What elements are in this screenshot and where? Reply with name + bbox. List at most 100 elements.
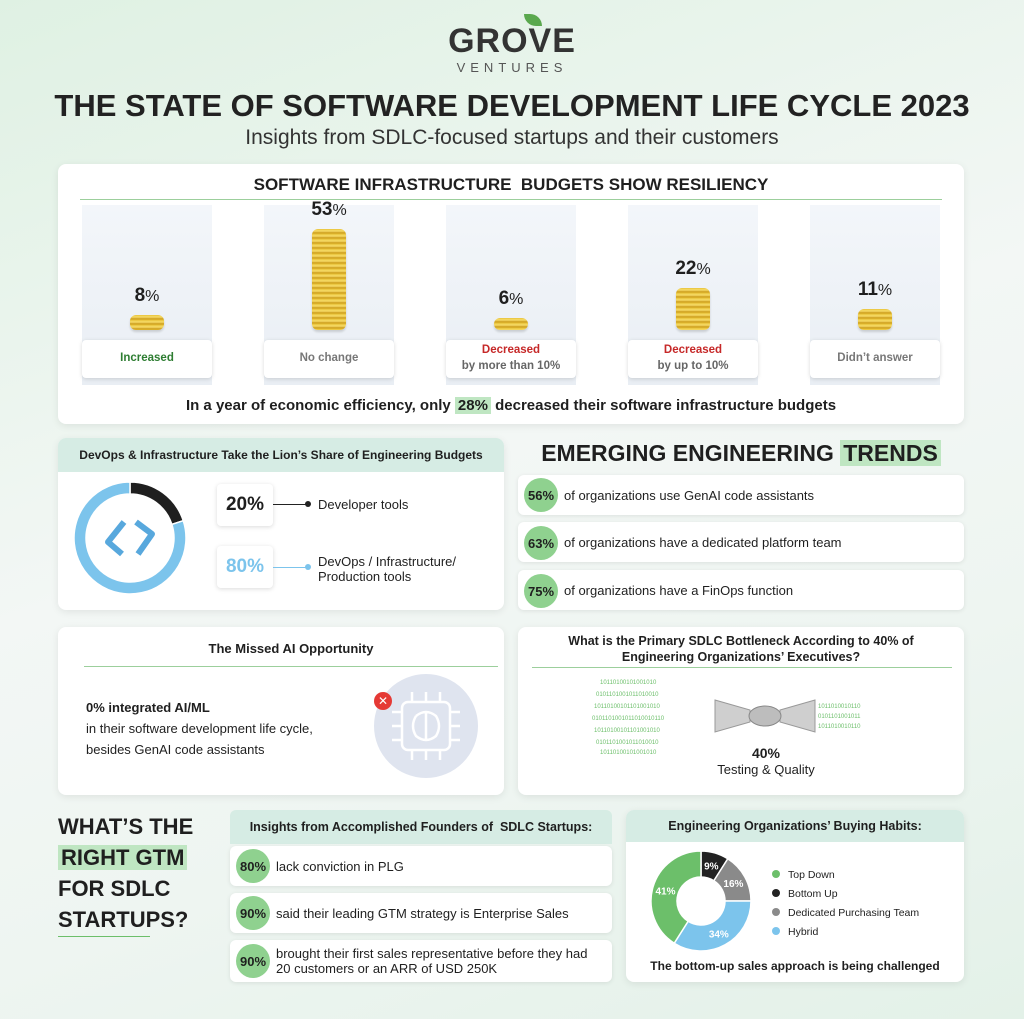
insight-pct: 80% (236, 849, 270, 883)
devops-label-2a: DevOps / Infrastructure/ (318, 554, 456, 569)
slice-value-label: 41% (655, 887, 675, 898)
legend-item-bottom-up: Bottom Up (772, 885, 919, 904)
missed-ai-heading: The Missed AI Opportunity (208, 641, 374, 656)
devops-connector-2 (273, 567, 309, 568)
insight-row: said their leading GTM strategy is Enter… (230, 893, 612, 933)
bottleneck-pct: 40% (751, 745, 781, 761)
trend-row: of organizations have a dedicated platfo… (518, 522, 964, 562)
conclusion-highlight: 28% (454, 397, 491, 414)
gtm-title: WHAT’S THE RIGHT GTM FOR SDLC STARTUPS? (58, 811, 193, 935)
devops-heading: DevOps & Infrastructure Take the Lion’s … (58, 438, 504, 472)
gtm-line-3: FOR SDLC (58, 876, 171, 901)
donut-slice (73, 481, 187, 595)
devops-value-2-box: 80% (217, 546, 273, 588)
coin-stack (312, 229, 346, 330)
legend-swatch (772, 908, 780, 916)
missed-ai-line3: besides GenAI code assistants (86, 742, 265, 757)
gtm-line-2: RIGHT GTM (58, 842, 193, 873)
svg-text:0101101001011010010110: 0101101001011010010110 (592, 716, 665, 722)
trends-heading-hl: TRENDS (840, 440, 941, 466)
devops-label-1: Developer tools (318, 497, 409, 512)
coin-stack (494, 318, 528, 330)
insight-text-2: 20 customers or an ARR of USD 250K (276, 961, 498, 976)
svg-text:1011010010110: 1011010010110 (818, 704, 861, 710)
legend-swatch (772, 927, 780, 935)
category-label: Decreased by up to 10% (628, 340, 758, 378)
category-label: Increased (82, 340, 212, 378)
category-label: No change (264, 340, 394, 378)
svg-text:10110100101001010: 10110100101001010 (600, 750, 657, 754)
slice-value-label: 16% (723, 879, 743, 890)
buying-heading: Engineering Organizations’ Buying Habits… (626, 810, 964, 842)
svg-text:0101101001011: 0101101001011 (818, 714, 861, 720)
trend-text: of organizations have a FinOps function (564, 582, 794, 598)
devops-dot-2 (305, 564, 311, 570)
trend-pct: 63% (524, 526, 558, 560)
page-subtitle: Insights from SDLC-focused startups and … (245, 126, 779, 149)
bar-value-label: 53% (311, 199, 347, 221)
trend-pct: 56% (524, 478, 558, 512)
insights-heading: Insights from Accomplished Founders of S… (230, 810, 612, 844)
trend-pct: 75% (524, 574, 558, 608)
gtm-line-1: WHAT’S THE (58, 814, 194, 839)
bar-value-label: 22% (675, 258, 711, 280)
trends-heading: EMERGING ENGINEERING TRENDS (518, 440, 964, 467)
slice-value-label: 9% (704, 861, 719, 872)
trend-text: of organizations use GenAI code assistan… (564, 487, 815, 503)
svg-text:10110100101101001010: 10110100101101001010 (594, 728, 661, 734)
buying-legend: Top Down Bottom Up Dedicated Purchasing … (772, 866, 919, 942)
bottleneck-icon: 10110100101001010 0101101001011010010 10… (592, 680, 861, 754)
buying-donut: 9% 16% 34% 41% (650, 850, 752, 952)
bottleneck-rule (532, 667, 952, 668)
legend-swatch (772, 889, 780, 897)
page-title: THE STATE OF SOFTWARE DEVELOPMENT LIFE C… (54, 88, 970, 123)
category-label: Didn’t answer (810, 340, 940, 378)
devops-value-1: 20% (225, 494, 265, 515)
bottleneck-heading-2: Engineering Organizations’ Executives? (621, 650, 861, 664)
leaf-icon (524, 14, 542, 26)
svg-text:0101101001011010010: 0101101001011010010 (596, 692, 659, 698)
category-label: Decreased by more than 10% (446, 340, 576, 378)
conclusion-post: decreased their software infrastructure … (490, 397, 837, 414)
ai-brain-icon (374, 674, 478, 778)
bottleneck-heading: What is the Primary SDLC Bottleneck Acco… (518, 633, 964, 665)
trend-row: of organizations have a FinOps function (518, 570, 964, 610)
bar-value-label: 8% (134, 284, 160, 306)
devops-label-2: DevOps / Infrastructure/ Production tool… (318, 554, 456, 584)
legend-item-hybrid: Hybrid (772, 923, 919, 942)
devops-dot-1 (305, 501, 311, 507)
close-badge-icon: ✕ (374, 692, 392, 710)
conclusion-pre: In a year of economic efficiency, only (185, 397, 455, 414)
insight-pct: 90% (236, 896, 270, 930)
trends-heading-pre: EMERGING ENGINEERING (541, 440, 841, 466)
devops-label-2b: Production tools (318, 569, 412, 584)
coin-stack (130, 314, 164, 330)
devops-value-1-box: 20% (217, 484, 273, 526)
bottleneck-label: Testing & Quality (717, 762, 815, 777)
missed-ai-line2: in their software development life cycle… (86, 721, 313, 736)
budget-heading-rule (80, 199, 942, 200)
bar-value-label: 6% (498, 288, 524, 309)
trend-text: of organizations have a dedicated platfo… (564, 534, 842, 550)
brand-name: GROVE (448, 22, 576, 60)
insight-text: said their leading GTM strategy is Enter… (276, 905, 569, 921)
budget-heading: SOFTWARE INFRASTRUCTURE BUDGETS SHOW RES… (253, 175, 769, 194)
devops-donut (73, 481, 187, 595)
legend-item-purchasing: Dedicated Purchasing Team (772, 904, 919, 923)
svg-text:1011010010110: 1011010010110 (818, 724, 861, 730)
coin-stack (676, 288, 710, 330)
devops-logo-icon (105, 519, 155, 557)
insight-row: lack conviction in PLG (230, 846, 612, 886)
svg-text:0101101001011010010: 0101101001011010010 (596, 740, 659, 746)
brand-sub: VENTURES (456, 60, 568, 75)
missed-ai-line1: 0% integrated AI/ML (86, 700, 210, 715)
devops-connector-1 (273, 504, 309, 505)
legend-swatch (772, 870, 780, 878)
gtm-rule (58, 936, 150, 937)
budget-conclusion: In a year of economic efficiency, only 2… (58, 397, 964, 414)
bottleneck-heading-1: What is the Primary SDLC Bottleneck Acco… (568, 634, 914, 648)
slice-value-label: 34% (709, 929, 729, 940)
missed-ai-rule (84, 666, 498, 667)
buying-footer: The bottom-up sales approach is being ch… (650, 959, 940, 973)
trend-row: of organizations use GenAI code assistan… (518, 475, 964, 515)
